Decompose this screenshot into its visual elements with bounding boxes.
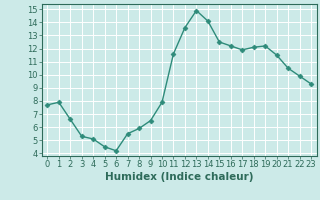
X-axis label: Humidex (Indice chaleur): Humidex (Indice chaleur) xyxy=(105,172,253,182)
